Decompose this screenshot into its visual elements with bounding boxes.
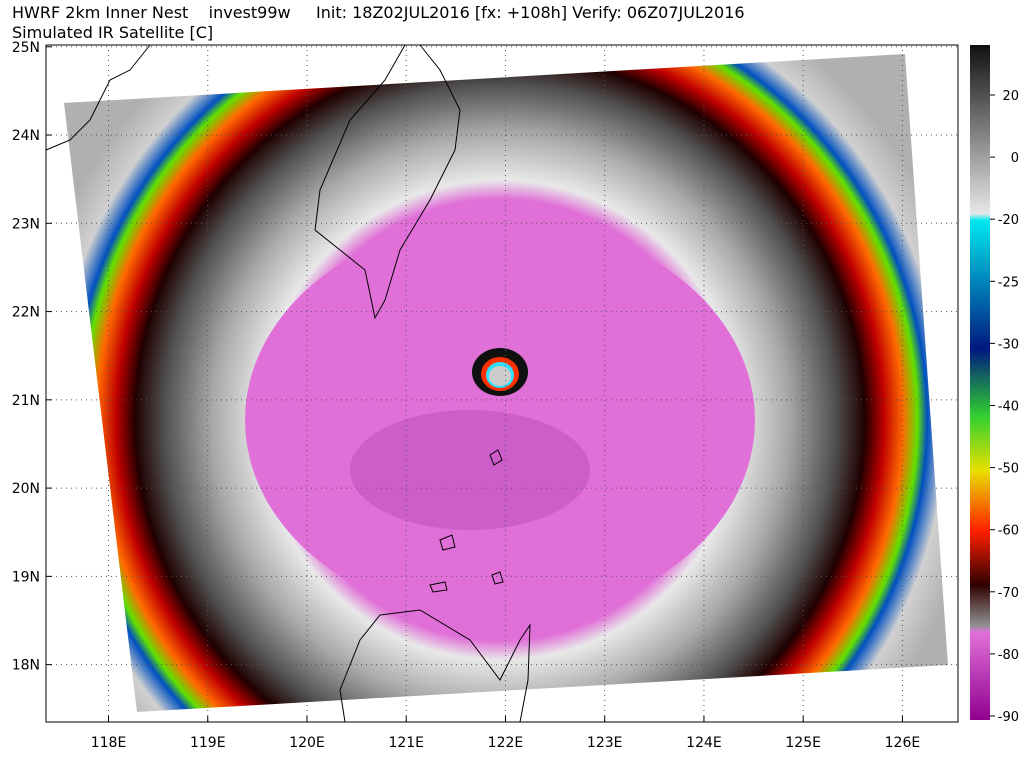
y-tick-label: 19N <box>12 569 40 585</box>
y-tick-label: 18N <box>12 658 40 674</box>
colorbar-label: -90 <box>998 710 1019 725</box>
map-frame <box>45 44 959 723</box>
x-tick-label: 124E <box>686 735 722 751</box>
x-tick-label: 118E <box>91 735 127 751</box>
y-tick-label: 24N <box>12 128 40 144</box>
colorbar-label: -80 <box>998 648 1019 663</box>
coastlines <box>45 44 531 723</box>
colorbar-label: 20 <box>1002 89 1019 104</box>
colorbar-label: -40 <box>998 400 1019 415</box>
colorbar-label: -60 <box>998 524 1019 539</box>
y-tick-label: 22N <box>12 305 40 321</box>
colorbar-label: -25 <box>998 275 1019 290</box>
y-tick-label: 23N <box>12 216 40 232</box>
colorbar <box>970 45 990 720</box>
colorbar-label: -50 <box>998 462 1019 477</box>
x-tick-label: 125E <box>785 735 821 751</box>
title: HWRF 2km Inner Nest invest99w Init: 18Z0… <box>12 3 745 22</box>
y-tick-label: 25N <box>12 40 40 56</box>
y-tick-label: 20N <box>12 481 40 497</box>
x-tick-label: 123E <box>587 735 623 751</box>
x-tick-label: 120E <box>289 735 325 751</box>
satellite-image <box>64 54 948 712</box>
y-tick-label: 21N <box>12 393 40 409</box>
x-tick-label: 126E <box>885 735 921 751</box>
colorbar-label: -20 <box>998 213 1019 228</box>
colorbar-label: -70 <box>998 586 1019 601</box>
colorbar-label: -30 <box>998 337 1019 352</box>
subtitle: Simulated IR Satellite [C] <box>12 23 213 42</box>
x-tick-label: 121E <box>388 735 424 751</box>
x-tick-label: 122E <box>488 735 524 751</box>
colorbar-label: 0 <box>1011 151 1019 166</box>
x-tick-label: 119E <box>190 735 226 751</box>
